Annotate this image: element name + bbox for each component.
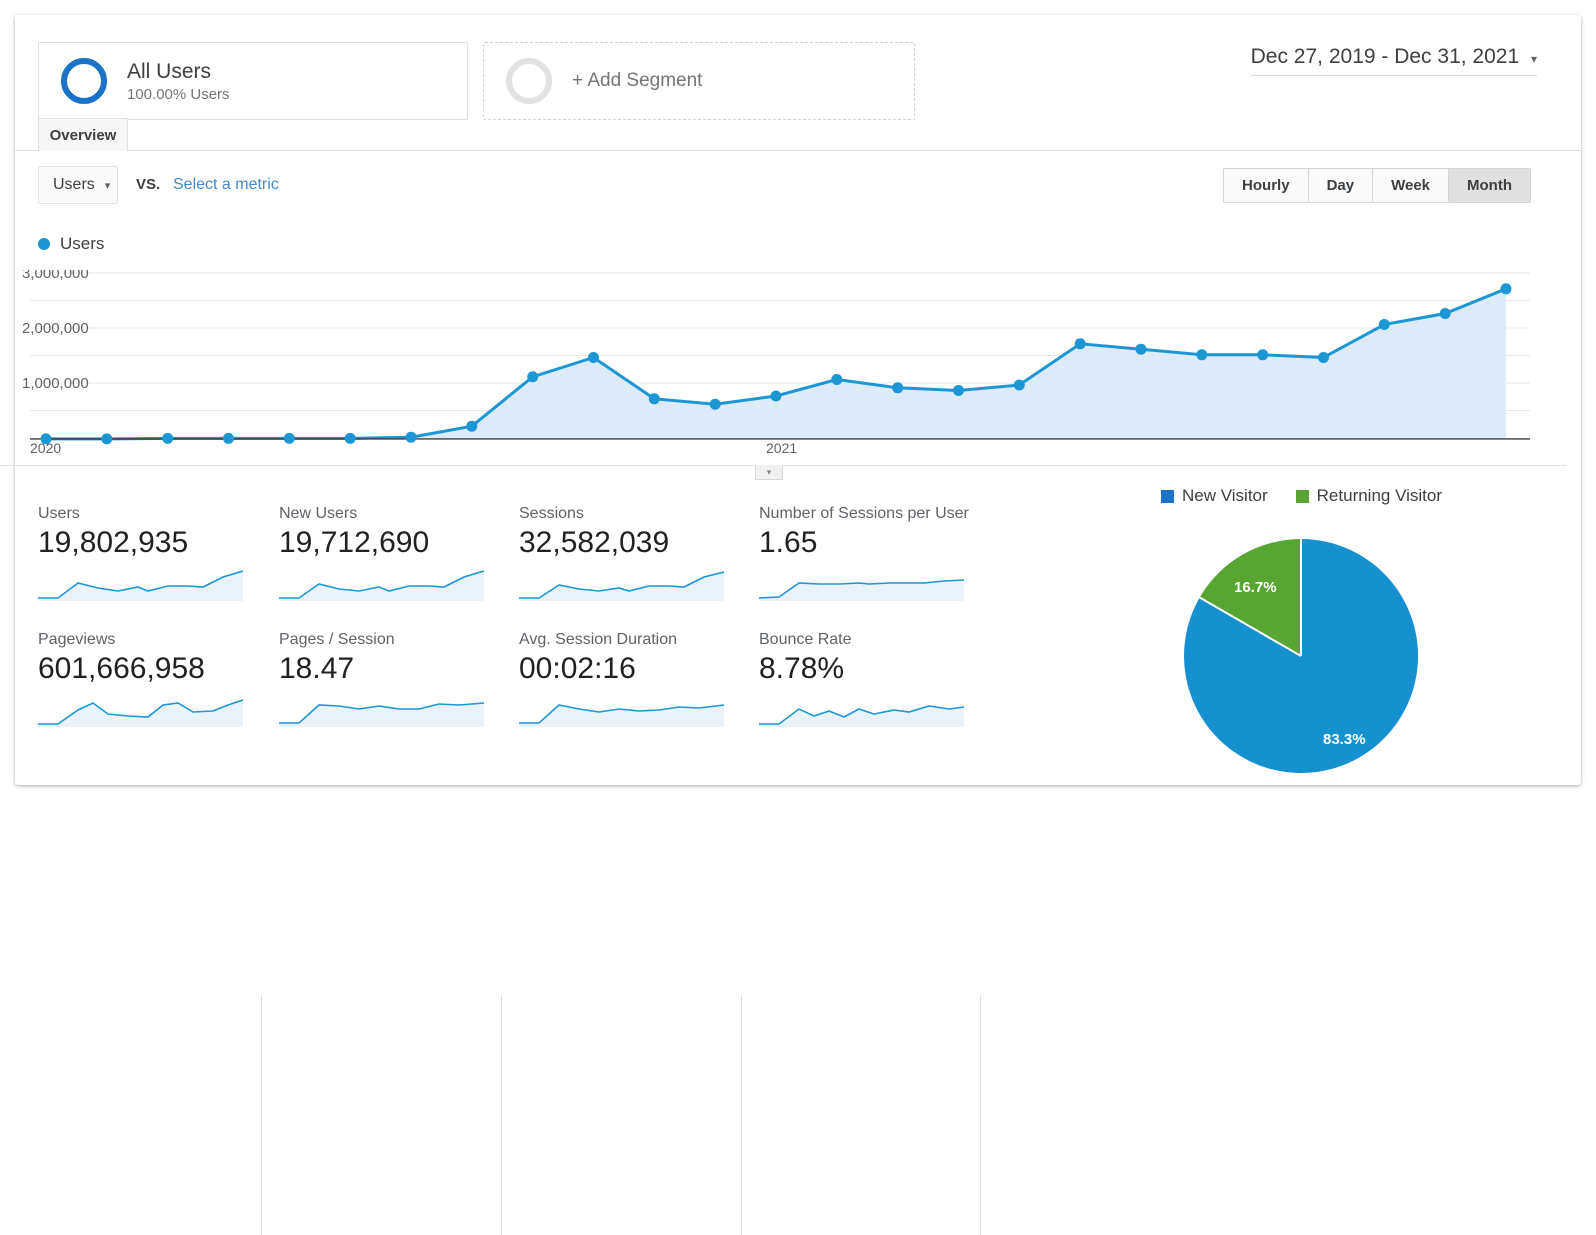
svg-text:2020: 2020: [30, 440, 61, 456]
svg-text:1,000,000: 1,000,000: [22, 375, 89, 392]
svg-text:16.7%: 16.7%: [1234, 579, 1277, 596]
svg-text:83.3%: 83.3%: [1323, 731, 1366, 748]
svg-text:2021: 2021: [766, 440, 797, 456]
svg-text:3,000,000: 3,000,000: [22, 270, 89, 282]
svg-text:2,000,000: 2,000,000: [22, 320, 89, 337]
